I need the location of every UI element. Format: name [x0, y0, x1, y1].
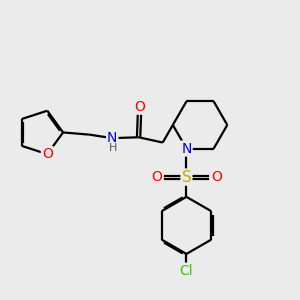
- Text: Cl: Cl: [180, 264, 193, 278]
- Text: O: O: [211, 170, 222, 184]
- Text: H: H: [109, 143, 117, 153]
- Text: S: S: [182, 169, 191, 184]
- Text: O: O: [134, 100, 145, 113]
- Text: N: N: [181, 142, 192, 155]
- Text: O: O: [151, 170, 162, 184]
- Text: O: O: [42, 147, 53, 161]
- Text: N: N: [107, 131, 117, 145]
